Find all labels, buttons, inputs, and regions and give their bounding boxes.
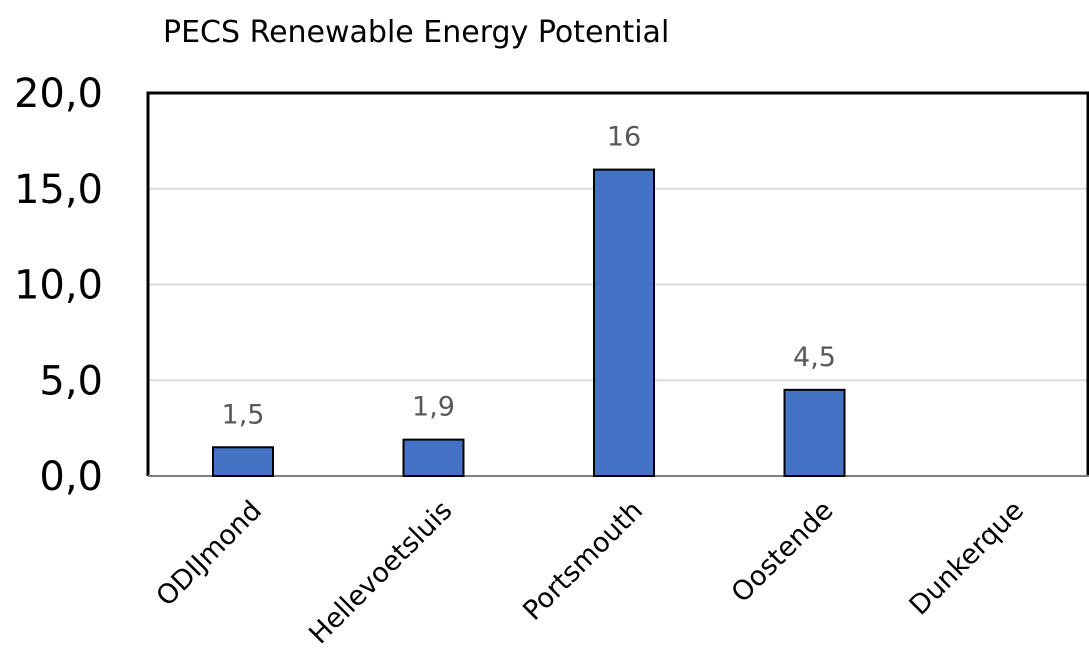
bars-layer [212, 168, 846, 478]
y-tick-label: 15,0 [14, 167, 103, 213]
data-label: 1,9 [412, 392, 455, 423]
x-tick-label: ODIJmond [151, 495, 268, 612]
x-tick-label: Oostende [726, 495, 840, 609]
x-axis-ticks: ODIJmond Hellevoetsluis Portsmouth Oostende… [151, 495, 1030, 650]
data-label: 1,5 [222, 399, 265, 430]
bar [593, 168, 655, 477]
chart-title: PECS Renewable Energy Potential [163, 15, 669, 50]
x-tick-label: Portsmouth [517, 495, 649, 627]
data-label: 16 [607, 122, 641, 153]
x-tick-label: Dunkerque [904, 495, 1030, 621]
data-label: 4,5 [793, 342, 836, 373]
bar [212, 446, 274, 477]
data-labels-layer: 1,5 1,9 16 4,5 [222, 122, 836, 431]
y-axis-ticks: 0,0 5,0 10,0 15,0 20,0 [14, 71, 103, 500]
bar [402, 438, 465, 477]
y-tick-label: 5,0 [39, 358, 103, 404]
x-tick-label: Hellevoetsluis [303, 495, 458, 650]
y-tick-label: 0,0 [39, 454, 103, 500]
y-tick-label: 10,0 [14, 263, 103, 309]
y-tick-label: 20,0 [14, 71, 103, 117]
bar [783, 388, 846, 478]
